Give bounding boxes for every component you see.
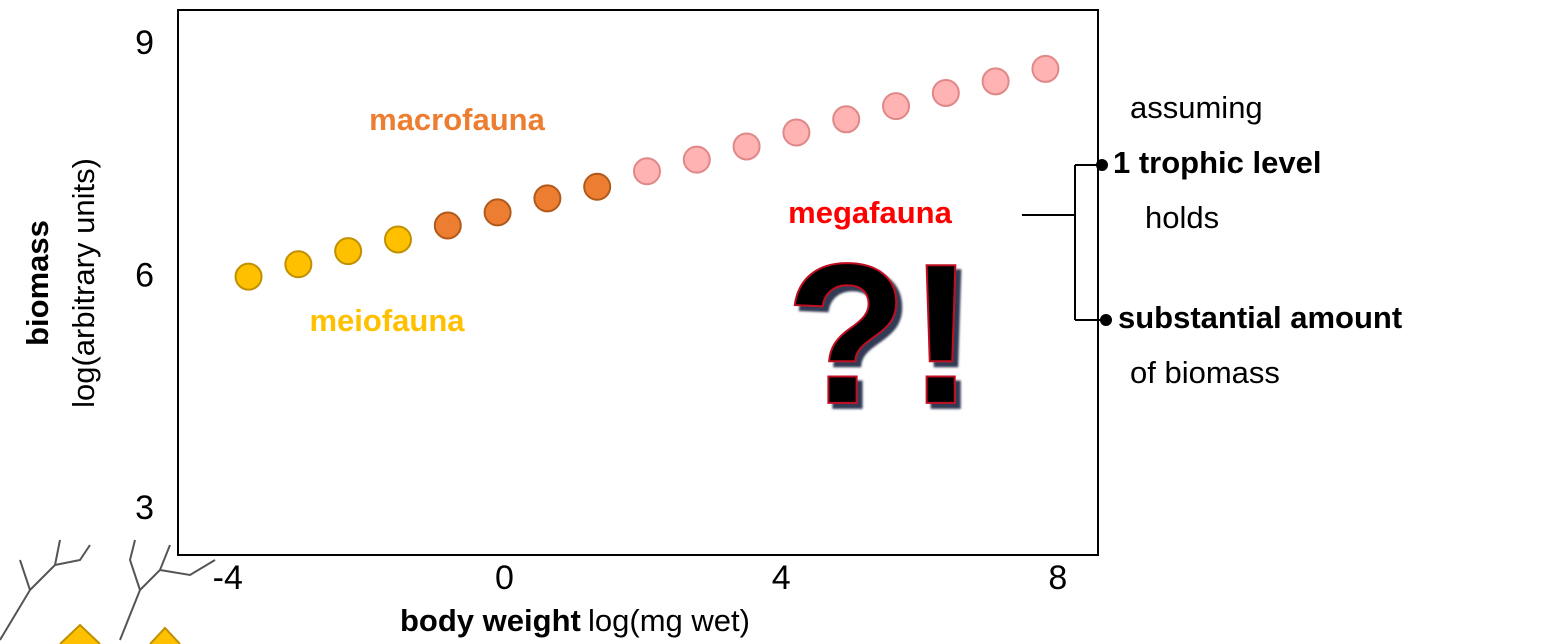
annotation: ?! [786, 223, 975, 446]
point [236, 264, 262, 290]
x-tick-label: 4 [772, 559, 791, 597]
point [335, 238, 361, 264]
note-text: holds [1145, 200, 1219, 235]
point [883, 93, 909, 119]
point [584, 174, 610, 200]
point [485, 199, 511, 225]
note-text: of biomass [1130, 355, 1280, 390]
point [933, 80, 959, 106]
series-label: macrofauna [369, 102, 545, 137]
x-tick-label: 0 [495, 559, 514, 597]
point [983, 68, 1009, 94]
point [684, 147, 710, 173]
y-axis-title-bold: biomass [20, 220, 55, 346]
note-bold: 1 trophic level [1113, 145, 1321, 180]
point [285, 251, 311, 277]
point [1032, 56, 1058, 82]
point [734, 133, 760, 159]
point [833, 106, 859, 132]
point [435, 213, 461, 239]
x-axis-title-bold: body weight [400, 603, 581, 638]
point [783, 119, 809, 145]
note-bold: substantial amount [1118, 300, 1402, 335]
y-tick-label: 6 [135, 256, 154, 294]
point [534, 185, 560, 211]
x-tick-label: 8 [1048, 559, 1067, 597]
point [634, 158, 660, 184]
series-label: meiofauna [309, 303, 465, 338]
y-tick-label: 3 [135, 489, 154, 527]
x-tick-label: -4 [213, 559, 243, 597]
y-axis-title: log(arbitrary units) [66, 158, 101, 408]
y-tick-label: 9 [135, 24, 154, 62]
note-text: assuming [1130, 90, 1263, 125]
chart: 369-4048meiofaunamacrofaunamegafauna ?! … [0, 0, 1556, 644]
x-axis-title: log(mg wet) [588, 603, 750, 638]
point [385, 226, 411, 252]
